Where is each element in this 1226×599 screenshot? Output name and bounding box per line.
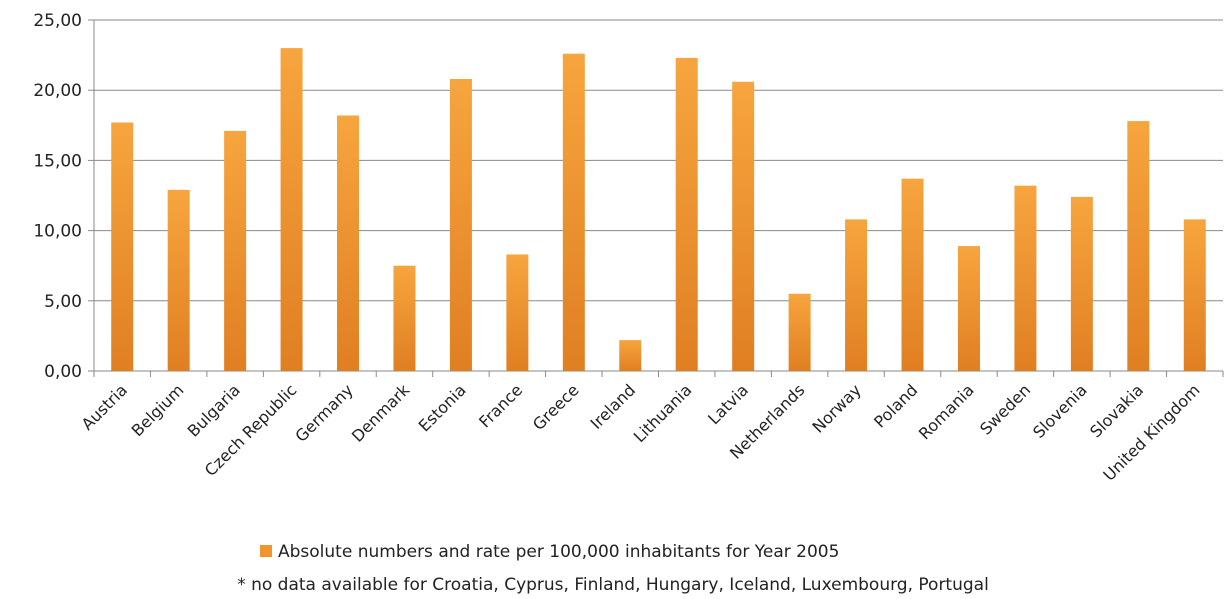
y-tick-label: 15,00 [33, 151, 82, 171]
bar [845, 219, 868, 371]
x-tick-label: Greece [529, 380, 583, 434]
y-tick-label: 25,00 [33, 11, 82, 31]
bar [619, 340, 642, 371]
bar [1127, 121, 1150, 371]
bar [1070, 196, 1093, 371]
y-tick-label: 5,00 [44, 292, 82, 312]
axes [88, 19, 1224, 377]
x-tick-label: Lithuania [630, 380, 696, 446]
bar [167, 189, 190, 371]
bar [111, 122, 134, 371]
legend-swatch [260, 545, 272, 557]
bars [111, 48, 1206, 372]
y-tick-label: 20,00 [33, 81, 82, 101]
bar [449, 78, 472, 371]
x-tick-label: Ireland [587, 380, 640, 433]
bar [732, 81, 755, 371]
x-tick-label: Poland [870, 380, 921, 431]
y-tick-label: 10,00 [33, 222, 82, 242]
footnote: * no data available for Croatia, Cyprus,… [237, 575, 989, 595]
bar [1183, 219, 1206, 371]
legend-label: Absolute numbers and rate per 100,000 in… [278, 542, 839, 562]
x-tick-label: United Kingdom [1099, 380, 1203, 484]
x-tick-label: Slovenia [1029, 380, 1091, 442]
bar [788, 293, 811, 371]
bar [280, 48, 303, 372]
x-tick-label: Germany [291, 380, 356, 445]
x-tick-label: France [475, 380, 526, 431]
bar [901, 178, 924, 371]
x-tick-label: Estonia [415, 380, 470, 435]
bar [224, 130, 247, 371]
legend: Absolute numbers and rate per 100,000 in… [260, 542, 839, 562]
bar [675, 57, 698, 372]
bar [393, 265, 416, 371]
x-tick-label: Romania [915, 380, 978, 443]
x-tick-label: Latvia [704, 380, 752, 428]
bar [337, 115, 360, 371]
x-tick-label: Norway [809, 380, 865, 436]
x-tick-label: Sweden [976, 380, 1034, 438]
bar [506, 254, 529, 371]
bar [957, 246, 980, 371]
y-axis-tick-labels: 0,00 5,00 10,00 15,00 20,00 25,00 [33, 11, 82, 382]
y-tick-label: 0,00 [44, 362, 82, 382]
x-tick-label: Belgium [128, 380, 188, 440]
bar [562, 53, 585, 372]
x-tick-label: Denmark [348, 380, 414, 446]
gridlines [94, 19, 1223, 372]
x-tick-label: Austria [78, 380, 131, 433]
bar [1014, 185, 1037, 371]
